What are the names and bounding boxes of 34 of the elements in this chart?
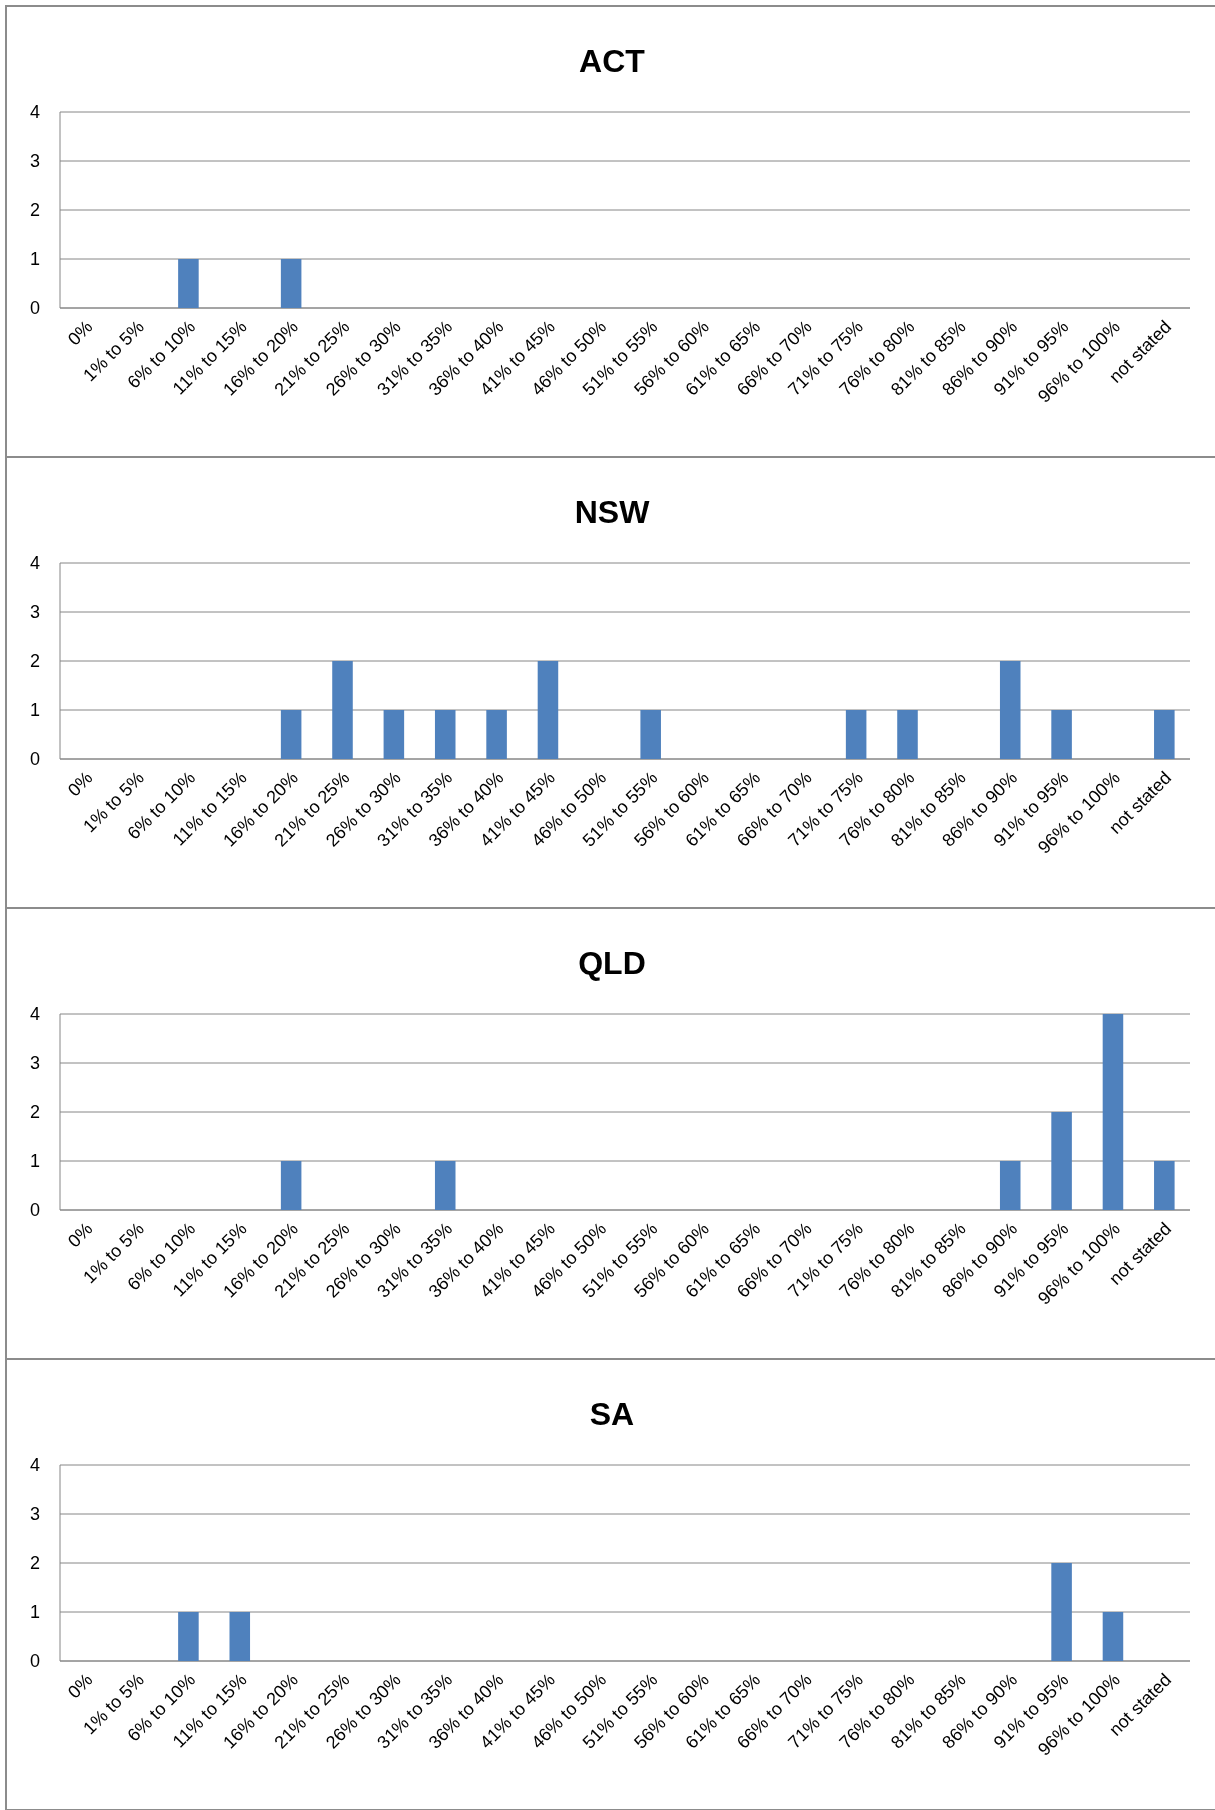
y-tick-label: 4 <box>29 1455 40 1476</box>
y-tick-label: 4 <box>29 553 40 574</box>
y-tick-label: 1 <box>29 1151 40 1172</box>
chart-title: QLD <box>578 945 646 981</box>
x-tick-label: 0% <box>63 1669 97 1703</box>
y-tick-label: 0 <box>29 1651 40 1672</box>
y-tick-label: 1 <box>29 700 40 721</box>
y-tick-label: 3 <box>29 602 40 623</box>
bar <box>434 1161 456 1210</box>
y-tick-label: 3 <box>29 1053 40 1074</box>
y-tick-label: 0 <box>29 749 40 770</box>
x-tick-label: 0% <box>63 316 97 350</box>
y-tick-label: 1 <box>29 1602 40 1623</box>
y-tick-label: 3 <box>29 151 40 172</box>
x-tick-label: 0% <box>63 1218 97 1252</box>
chart-title: SA <box>589 1396 635 1432</box>
y-tick-label: 0 <box>29 1200 40 1221</box>
bar <box>280 1161 302 1210</box>
bar <box>999 1161 1021 1210</box>
y-tick-label: 0 <box>29 298 40 319</box>
y-tick-label: 2 <box>29 1553 40 1574</box>
y-tick-label: 3 <box>29 1504 40 1525</box>
bar <box>1102 1014 1124 1210</box>
bar <box>1154 1161 1175 1210</box>
y-tick-label: 2 <box>29 200 40 221</box>
x-tick-label: 0% <box>63 767 97 801</box>
y-tick-label: 4 <box>29 102 40 123</box>
bar <box>1051 1112 1072 1210</box>
y-tick-label: 1 <box>29 249 40 270</box>
chart-title: ACT <box>579 43 646 79</box>
y-tick-label: 2 <box>29 651 40 672</box>
y-tick-label: 2 <box>29 1102 40 1123</box>
y-tick-label: 4 <box>29 1004 40 1025</box>
chart-title: NSW <box>574 494 651 530</box>
